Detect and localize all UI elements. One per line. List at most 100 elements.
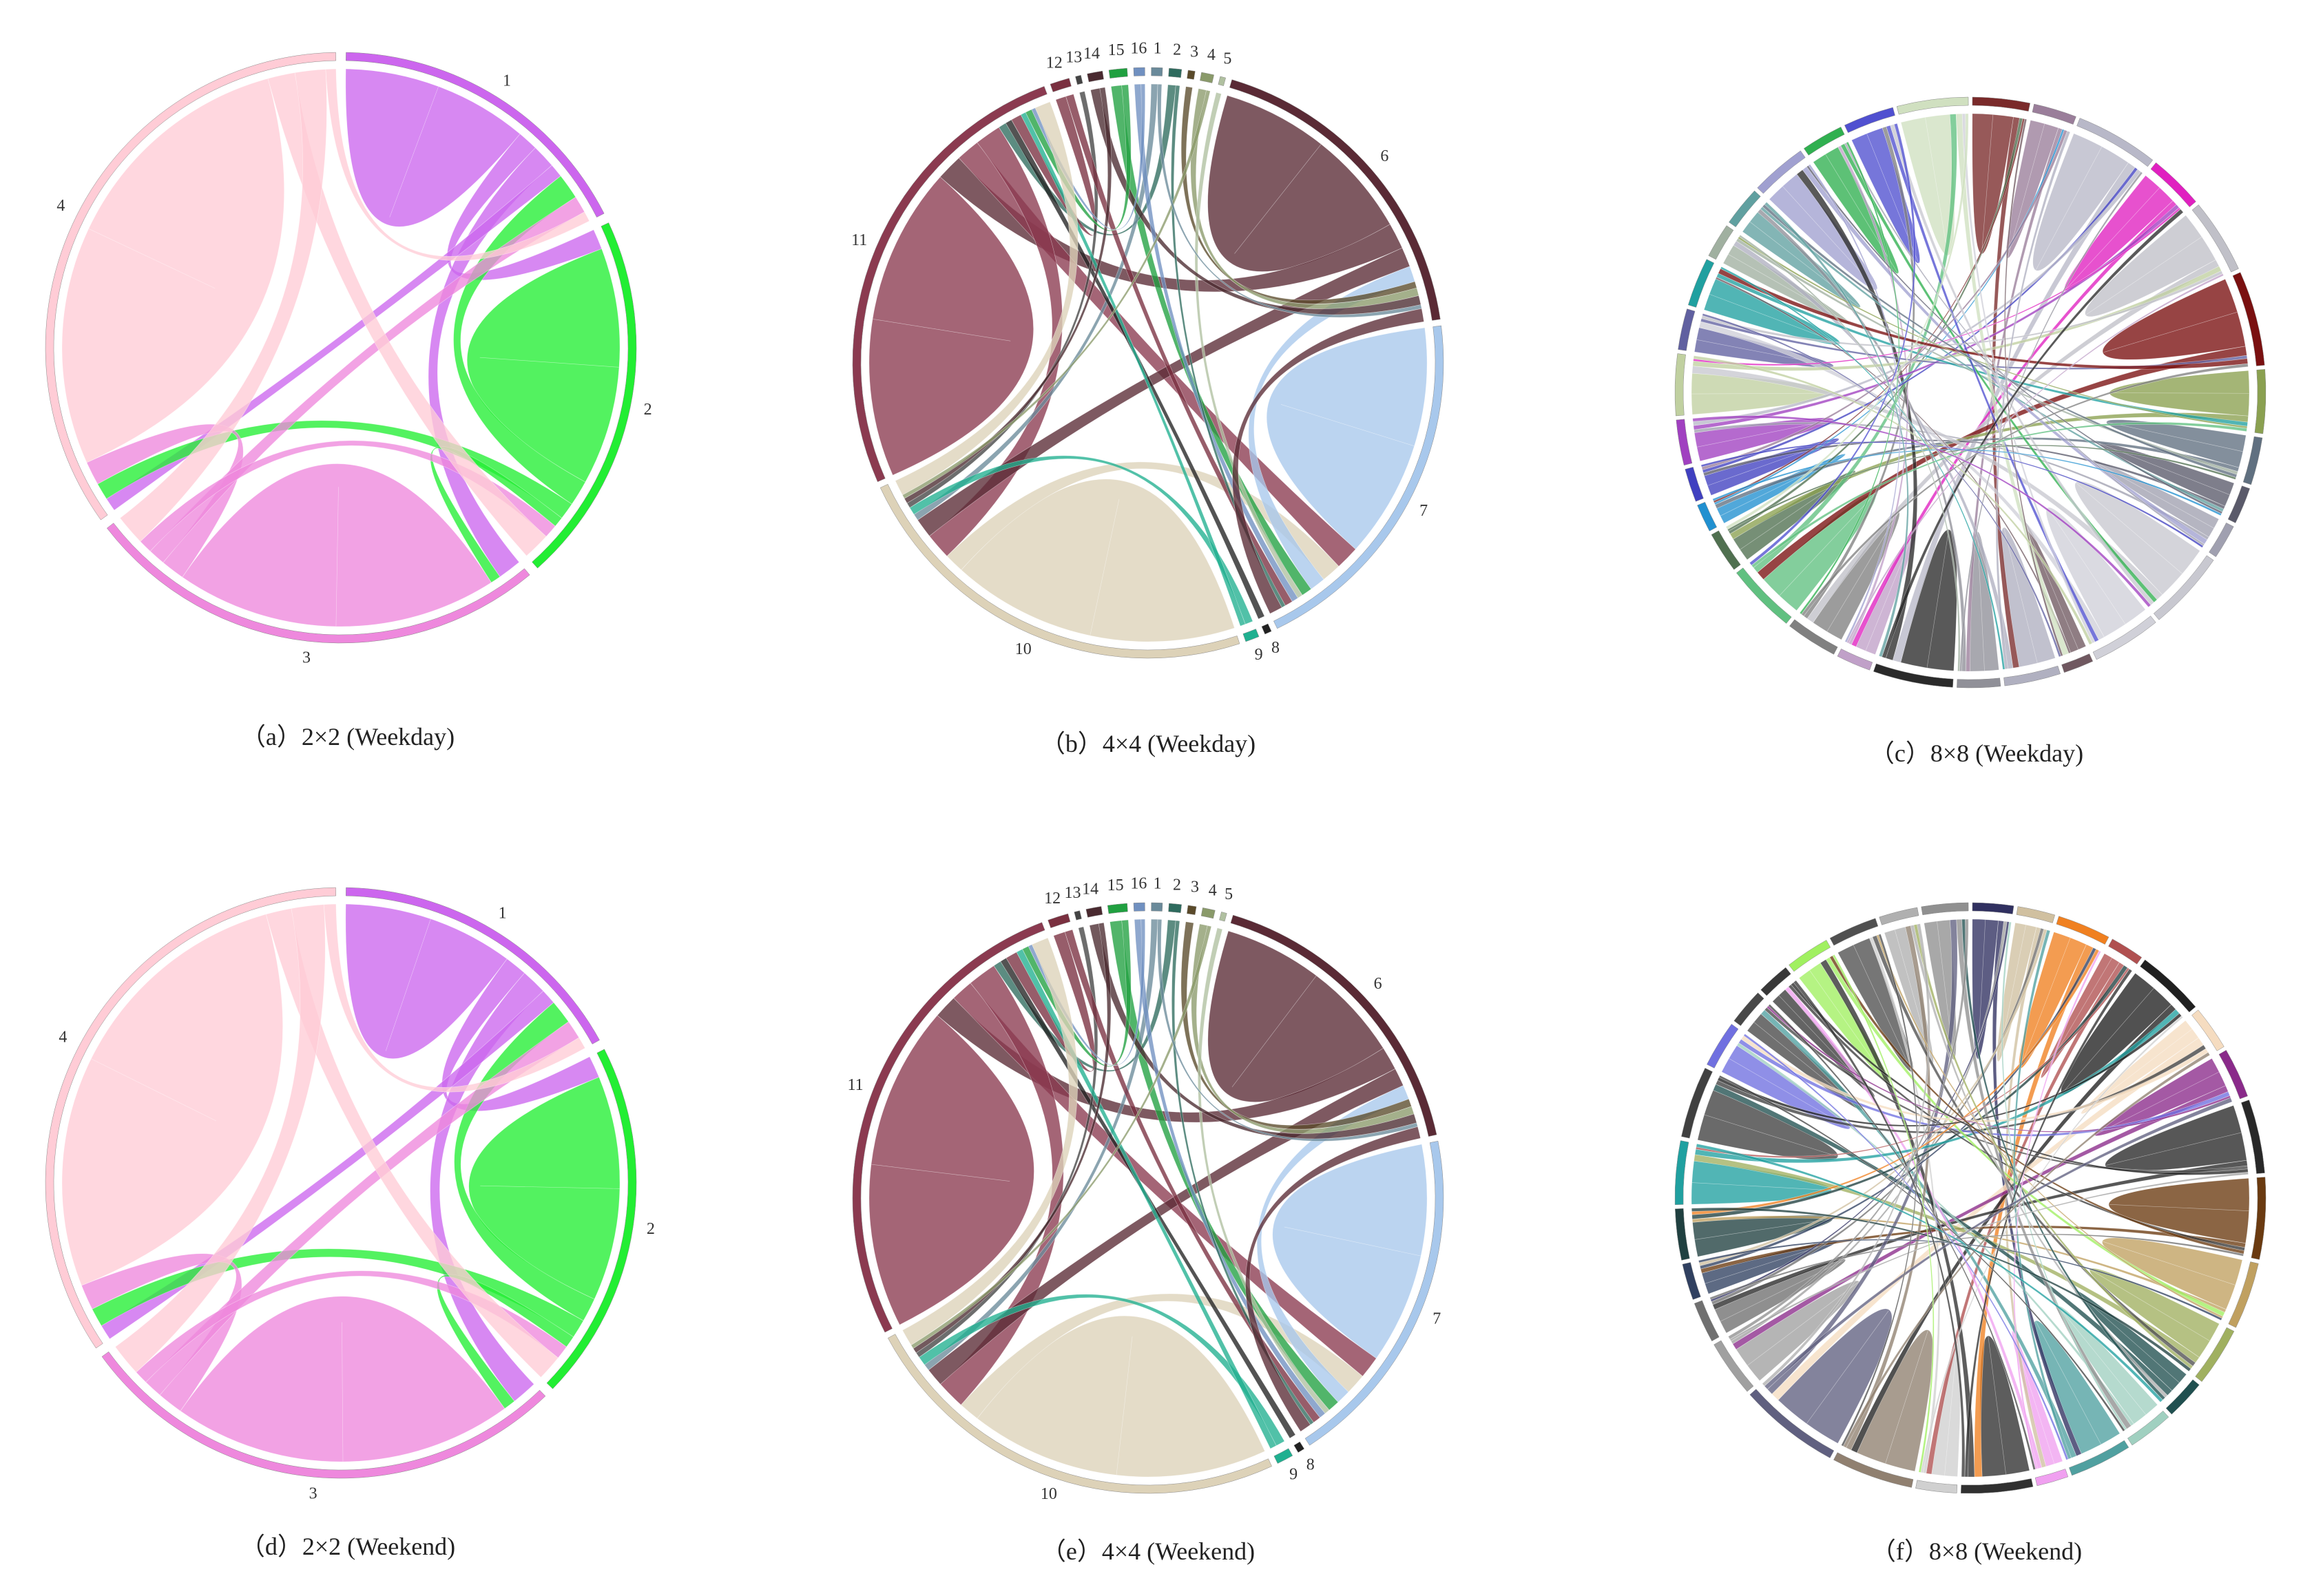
sector-arc — [1711, 530, 1741, 570]
chord-ribbon — [1712, 449, 2222, 516]
sector-label: 7 — [1433, 1310, 1441, 1327]
chord-ribbon — [1725, 113, 1969, 530]
sector-label: 3 — [1191, 879, 1199, 896]
chord-ribbon — [868, 176, 1034, 476]
chord-ribbon — [1110, 920, 1339, 1411]
sector-label: 12 — [1044, 890, 1061, 907]
chord-ribbon — [1713, 118, 2025, 503]
chord-ribbon — [919, 1294, 1285, 1447]
chord-ribbon — [1695, 967, 2130, 1158]
sector-label: 1 — [1154, 40, 1162, 58]
sector-arc — [2076, 118, 2154, 167]
chord-ribbon — [909, 455, 1253, 624]
chord-ribbon — [1715, 1044, 2207, 1134]
chord-ribbon — [1760, 1009, 2077, 1458]
sector-label: 13 — [1065, 48, 1082, 66]
chord-ribbon — [2034, 1321, 2121, 1454]
sector-label: 1 — [1154, 875, 1162, 893]
chord-ribbon — [1892, 162, 2136, 663]
sector-arc — [532, 222, 637, 569]
sector-label: 4 — [1209, 881, 1217, 899]
chord-ribbon — [180, 1296, 506, 1462]
chord-ribbon — [1157, 83, 1422, 318]
sector-arc — [1675, 1208, 1690, 1261]
sector-arc — [1961, 1478, 2034, 1494]
chord-ribbon — [2001, 921, 2127, 1431]
chord-ribbon — [2013, 930, 2072, 1460]
sector-arc — [546, 1049, 637, 1389]
sector-arc — [2150, 162, 2196, 207]
chord-ribbon — [1796, 169, 1918, 661]
chord-ribbon — [902, 90, 1211, 499]
sector-arc — [1187, 70, 1196, 80]
chord-ribbon — [1712, 1159, 2248, 1310]
chord-ribbon — [1872, 935, 2196, 1367]
chord-ribbon — [1825, 956, 2225, 1317]
sector-arc — [1915, 1480, 1958, 1493]
ribbons — [61, 68, 621, 627]
chord-ribbon — [1110, 85, 1312, 596]
chord-ribbon — [325, 68, 590, 261]
sector-arc — [1757, 150, 1806, 194]
chord-ribbon — [1700, 441, 2204, 548]
chord-ribbon — [115, 904, 326, 1373]
chord-ribbon — [1232, 308, 1424, 614]
sector-arc — [1733, 992, 1764, 1027]
sector-label: 1 — [503, 72, 511, 90]
sector-arc — [2003, 665, 2061, 686]
chord-ribbon — [1064, 929, 1321, 1423]
sector-arc — [1187, 905, 1197, 915]
chord-ribbon — [977, 1316, 1265, 1478]
sector-arc — [1674, 353, 1686, 417]
sector-arc — [1087, 70, 1104, 83]
chord-ribbon — [1886, 125, 2099, 642]
sector-arc — [2254, 369, 2267, 434]
sector-arc — [1697, 501, 1718, 532]
chord-ribbon — [960, 1293, 1363, 1419]
sector-arc — [1708, 225, 1734, 260]
ribbons — [868, 83, 1428, 642]
sector-label: 5 — [1223, 50, 1231, 67]
chord-ribbon — [324, 903, 585, 1093]
chord-ribbon — [1876, 934, 2224, 1319]
chord-ribbon — [1727, 444, 2237, 532]
chord-ribbon — [1837, 145, 1909, 645]
chord-ribbon — [1738, 234, 1961, 672]
sector-label: 3 — [309, 1485, 317, 1503]
chord-ribbon — [1691, 965, 2128, 1219]
chord-ribbon — [2102, 1237, 2243, 1310]
chord-ribbon — [1890, 124, 2154, 606]
chord-ribbon — [182, 463, 492, 627]
sector-arc — [1107, 903, 1128, 914]
chord-ribbon — [1248, 266, 1415, 590]
chord-ribbon — [1806, 165, 2223, 514]
chord-ribbon — [467, 248, 621, 483]
chord-ribbon — [2074, 481, 2200, 596]
sector-arc — [2056, 916, 2110, 945]
chord-ribbon — [1766, 1005, 2231, 1133]
sector-arc — [2191, 1009, 2225, 1051]
sector-label: 2 — [1173, 876, 1181, 894]
sector-arc — [2241, 1100, 2265, 1174]
chord-ribbon — [1691, 1215, 2227, 1313]
chord-ribbon — [868, 1015, 1034, 1325]
sector-arc — [852, 922, 1045, 1333]
sector-arc — [1168, 903, 1182, 913]
sector-arc — [1151, 902, 1163, 912]
sector-arc — [45, 887, 336, 1349]
chord-panel: （c）8×8 (Weekday) — [1674, 96, 2267, 767]
chord-ribbon — [1207, 95, 1390, 272]
sector-arc — [1736, 567, 1792, 624]
chord-ribbon — [1931, 1336, 1961, 1477]
sector-arc — [1218, 76, 1227, 86]
sector-label: 5 — [1225, 885, 1233, 903]
chord-ribbon — [1961, 113, 2096, 644]
chord-ribbon — [1031, 83, 1145, 231]
chord-ribbon — [1696, 1143, 2163, 1403]
sector-arc — [852, 86, 1048, 483]
chord-ribbon — [2105, 1105, 2247, 1172]
chord-ribbon — [1829, 955, 2245, 1254]
chord-ribbon — [913, 922, 1112, 1354]
sector-label: 9 — [1255, 646, 1263, 664]
